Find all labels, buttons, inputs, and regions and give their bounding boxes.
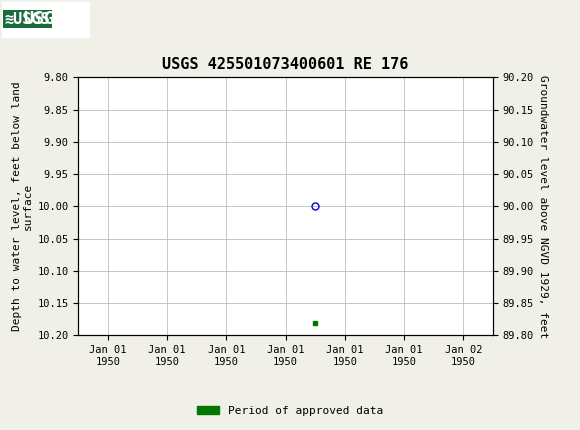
- Text: USGS: USGS: [4, 10, 64, 28]
- Y-axis label: Groundwater level above NGVD 1929, feet: Groundwater level above NGVD 1929, feet: [538, 75, 548, 338]
- Bar: [2, 2, 89, 37]
- Title: USGS 425501073400601 RE 176: USGS 425501073400601 RE 176: [162, 57, 409, 72]
- Bar: [3, 2, 72, 37]
- Text: ≋USGS: ≋USGS: [5, 12, 50, 27]
- Y-axis label: Depth to water level, feet below land
surface: Depth to water level, feet below land su…: [12, 82, 33, 331]
- Text: ≈USGS: ≈USGS: [6, 12, 52, 27]
- Legend: Period of approved data: Period of approved data: [193, 401, 387, 420]
